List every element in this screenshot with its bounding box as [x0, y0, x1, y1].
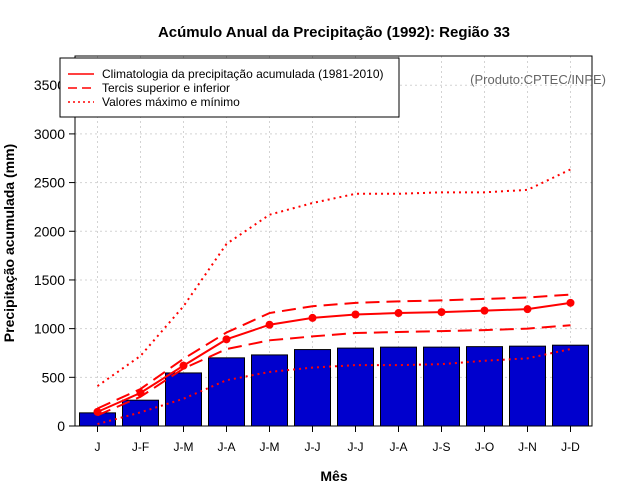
- legend-box: [59, 57, 400, 118]
- series-point-0-5: [308, 313, 317, 322]
- x-tick-label-5: J-J: [305, 440, 321, 454]
- x-tick-label-1: J-F: [132, 440, 149, 454]
- y-tick-label-6: 3000: [34, 126, 65, 142]
- plot-frame: [74, 55, 593, 427]
- bar-6: [337, 347, 374, 427]
- series-point-0-9: [480, 306, 489, 315]
- product-credit: (Produto:CPTEC/INPE): [470, 72, 606, 87]
- bar-8: [423, 346, 460, 427]
- series-line-2: [97, 324, 571, 417]
- bar-1: [122, 399, 159, 427]
- axes: 0 500 1000 1500 2000 2500 3000 3500 J J-F J-M J-A J-…: [34, 77, 580, 454]
- bars: [79, 344, 589, 427]
- bar-4: [251, 354, 288, 427]
- series-line-4: [97, 348, 571, 426]
- series-lines: [93, 168, 575, 426]
- bar-9: [466, 346, 503, 427]
- y-tick-label-2: 1000: [34, 321, 65, 337]
- legend: Climatologia da precipitação acumulada (…: [59, 57, 400, 118]
- x-tick-label-8: J-S: [433, 440, 451, 454]
- x-tick-label-7: J-A: [390, 440, 408, 454]
- series-point-0-2: [179, 361, 188, 370]
- series-point-0-10: [523, 305, 532, 314]
- y-tick-label-7: 3500: [34, 77, 65, 93]
- y-tick-label-0: 0: [57, 418, 65, 434]
- legend-label-1: Tercis superior e inferior: [102, 81, 230, 95]
- series-point-0-8: [437, 308, 446, 317]
- x-tick-label-3: J-A: [218, 440, 236, 454]
- x-tick-label-10: J-N: [518, 440, 537, 454]
- y-tick-label-1: 500: [42, 369, 66, 385]
- y-tick-label-4: 2000: [34, 223, 65, 239]
- bar-5: [294, 349, 331, 427]
- bar-11: [552, 344, 589, 427]
- legend-label-0: Climatologia da precipitação acumulada (…: [102, 67, 384, 81]
- series-line-0: [97, 301, 571, 413]
- x-tick-label-6: J-J: [348, 440, 364, 454]
- x-tick-label-11: J-D: [561, 440, 580, 454]
- series-point-0-11: [566, 298, 575, 307]
- series-point-0-3: [222, 335, 231, 344]
- series-point-0-7: [394, 309, 403, 318]
- legend-label-2: Valores máximo e mínimo: [102, 95, 240, 109]
- x-tick-label-9: J-O: [475, 440, 494, 454]
- y-axis-label: Precipitação acumulada (mm): [1, 144, 17, 342]
- y-tick-label-5: 2500: [34, 175, 65, 191]
- x-tick-label-2: J-M: [174, 440, 194, 454]
- y-tick-label-3: 1500: [34, 272, 65, 288]
- series-point-0-4: [265, 320, 274, 329]
- chart-title: Acúmulo Anual da Precipitação (1992): Re…: [158, 24, 510, 41]
- bar-7: [380, 346, 417, 427]
- bar-3: [208, 357, 245, 427]
- x-tick-label-0: J: [95, 440, 101, 454]
- series-point-0-6: [351, 310, 360, 319]
- series-line-3: [96, 168, 571, 387]
- series-line-1: [97, 293, 571, 410]
- x-tick-label-4: J-M: [260, 440, 280, 454]
- bar-2: [165, 372, 202, 427]
- x-axis-label: Mês: [320, 468, 347, 484]
